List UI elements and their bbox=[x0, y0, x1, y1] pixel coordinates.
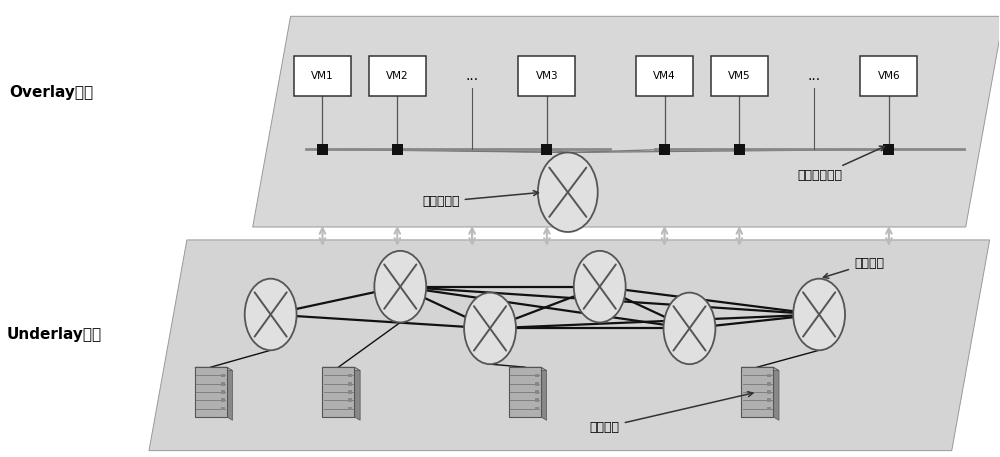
Ellipse shape bbox=[793, 279, 845, 350]
Bar bbox=[509, 367, 541, 417]
Polygon shape bbox=[195, 367, 233, 371]
Bar bbox=[741, 367, 773, 417]
Bar bbox=[221, 399, 225, 402]
Polygon shape bbox=[149, 240, 990, 451]
Bar bbox=[369, 56, 426, 96]
Text: VM2: VM2 bbox=[386, 71, 409, 81]
Polygon shape bbox=[227, 367, 233, 420]
Bar bbox=[221, 374, 225, 377]
Ellipse shape bbox=[464, 292, 516, 364]
Polygon shape bbox=[354, 367, 360, 420]
Bar bbox=[348, 374, 352, 377]
Bar bbox=[535, 407, 539, 410]
Bar bbox=[221, 407, 225, 410]
Bar bbox=[348, 382, 352, 386]
Bar bbox=[767, 374, 771, 377]
Text: ...: ... bbox=[466, 69, 479, 83]
Ellipse shape bbox=[538, 153, 598, 232]
Bar bbox=[767, 399, 771, 402]
Text: ...: ... bbox=[808, 69, 821, 83]
Bar bbox=[711, 56, 768, 96]
Ellipse shape bbox=[574, 251, 626, 323]
Bar bbox=[195, 367, 227, 417]
Polygon shape bbox=[541, 367, 547, 420]
Bar bbox=[535, 382, 539, 386]
Ellipse shape bbox=[245, 279, 297, 350]
Bar bbox=[659, 144, 670, 155]
Text: VM5: VM5 bbox=[728, 71, 751, 81]
Bar bbox=[636, 56, 693, 96]
Polygon shape bbox=[741, 367, 779, 371]
Bar bbox=[518, 56, 575, 96]
Polygon shape bbox=[773, 367, 779, 420]
Bar bbox=[535, 399, 539, 402]
Bar bbox=[860, 56, 917, 96]
Text: 终端设备: 终端设备 bbox=[590, 392, 753, 434]
Bar bbox=[221, 390, 225, 394]
Bar bbox=[317, 144, 328, 155]
Bar bbox=[535, 374, 539, 377]
Bar bbox=[767, 407, 771, 410]
Polygon shape bbox=[253, 16, 1000, 227]
Bar bbox=[392, 144, 403, 155]
Ellipse shape bbox=[664, 292, 715, 364]
Text: VM6: VM6 bbox=[878, 71, 900, 81]
Ellipse shape bbox=[374, 251, 426, 323]
Bar bbox=[767, 390, 771, 394]
Bar bbox=[348, 399, 352, 402]
Text: 网络设备: 网络设备 bbox=[823, 257, 884, 278]
Text: Overlay网络: Overlay网络 bbox=[9, 85, 93, 101]
Bar bbox=[294, 56, 351, 96]
Polygon shape bbox=[509, 367, 547, 371]
Text: VM1: VM1 bbox=[311, 71, 334, 81]
Polygon shape bbox=[322, 367, 360, 371]
Bar bbox=[541, 144, 552, 155]
Text: VM3: VM3 bbox=[536, 71, 558, 81]
Bar bbox=[322, 367, 354, 417]
Bar bbox=[221, 382, 225, 386]
Text: Underlay网络: Underlay网络 bbox=[6, 327, 102, 342]
Bar bbox=[348, 390, 352, 394]
Text: VM4: VM4 bbox=[653, 71, 676, 81]
Text: 逻辑路由器: 逻辑路由器 bbox=[422, 191, 538, 208]
Bar bbox=[734, 144, 745, 155]
Bar bbox=[883, 144, 894, 155]
Text: 分布式交换机: 分布式交换机 bbox=[797, 146, 885, 182]
Bar bbox=[767, 382, 771, 386]
Bar bbox=[348, 407, 352, 410]
Bar bbox=[535, 390, 539, 394]
